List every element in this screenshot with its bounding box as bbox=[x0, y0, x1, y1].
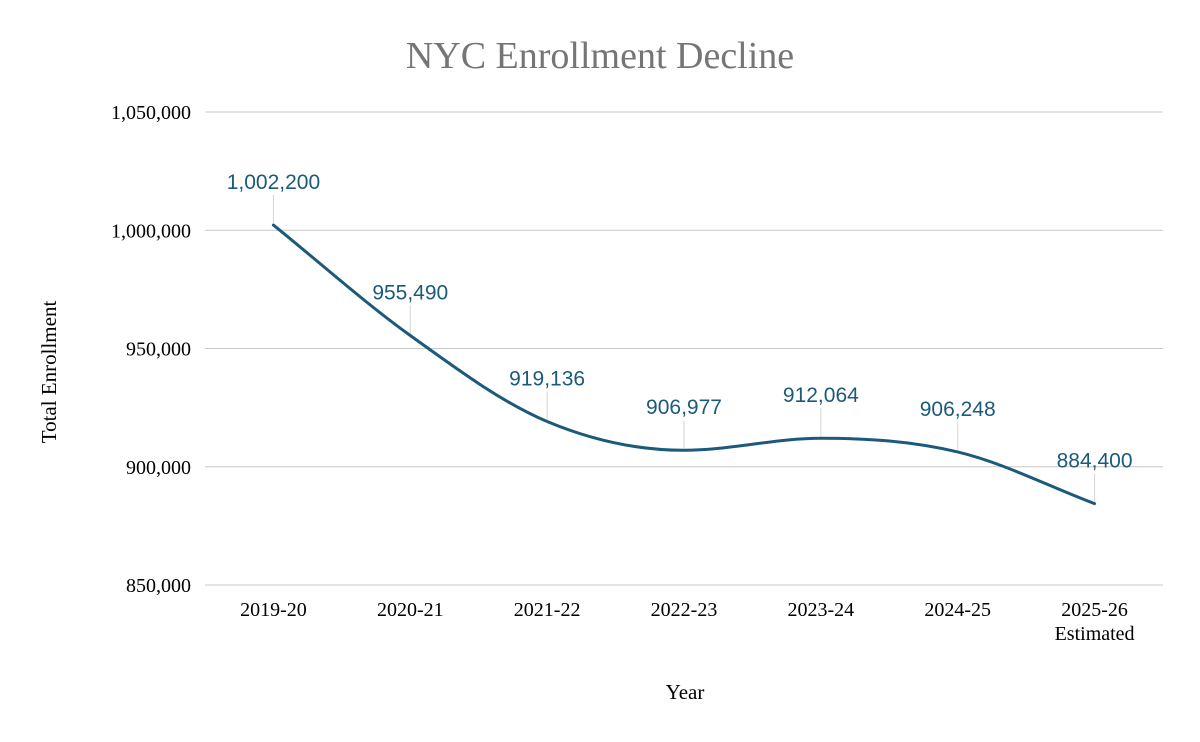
x-tick-label: 2022-23 bbox=[651, 599, 718, 621]
y-axis-title: Total Enrollment bbox=[37, 301, 61, 444]
data-label: 955,490 bbox=[372, 282, 448, 305]
x-tick-label: 2024-25 bbox=[924, 599, 991, 621]
data-label-leaders bbox=[272, 195, 1096, 502]
y-tick-label: 1,050,000 bbox=[111, 102, 191, 124]
data-label: 1,002,200 bbox=[227, 171, 320, 194]
series-line-total-enrollment bbox=[271, 223, 1097, 506]
x-tick-label: 2023-24 bbox=[788, 599, 855, 621]
series-line-group bbox=[271, 223, 1097, 506]
y-axis-ticks: 850,000 900,000 950,000 1,000,000 1,050,000 bbox=[111, 102, 191, 597]
x-axis-title: Year bbox=[666, 680, 705, 704]
data-label: 912,064 bbox=[783, 384, 859, 407]
data-label: 884,400 bbox=[1057, 450, 1133, 473]
data-label: 919,136 bbox=[509, 367, 585, 390]
data-label: 906,977 bbox=[646, 396, 722, 419]
x-axis-ticks: 2019-20 2020-21 2021-22 2022-23 2023-24 2024-… bbox=[240, 599, 1134, 645]
y-tick-label: 900,000 bbox=[126, 457, 191, 479]
gridlines bbox=[205, 111, 1163, 586]
x-tick-label: 2021-22 bbox=[514, 599, 581, 621]
data-label: 906,248 bbox=[920, 398, 996, 421]
x-tick-label: 2019-20 bbox=[240, 599, 307, 621]
x-tick-label: 2025-26 bbox=[1061, 599, 1128, 621]
x-tick-label: Estimated bbox=[1055, 623, 1135, 645]
y-tick-label: 850,000 bbox=[126, 575, 191, 597]
y-tick-label: 1,000,000 bbox=[111, 220, 191, 242]
chart-title: NYC Enrollment Decline bbox=[406, 35, 794, 77]
data-labels: 1,002,200 955,490 919,136 906,977 912,064 906… bbox=[227, 171, 1133, 473]
x-tick-label: 2020-21 bbox=[377, 599, 444, 621]
y-tick-label: 950,000 bbox=[126, 339, 191, 361]
